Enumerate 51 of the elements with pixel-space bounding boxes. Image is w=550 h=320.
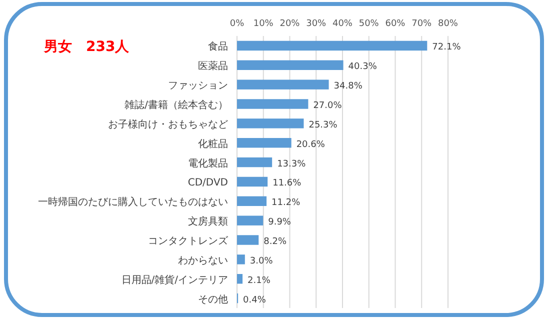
data-label: 11.6% bbox=[272, 178, 302, 189]
bar bbox=[237, 254, 245, 264]
data-label: 25.3% bbox=[308, 120, 338, 130]
bar bbox=[237, 216, 264, 226]
x-tick-label: 80% bbox=[438, 19, 458, 29]
x-tick-label: 60% bbox=[385, 19, 406, 29]
y-tick-label: わからない bbox=[178, 255, 228, 266]
y-tick-label: コンタクトレンズ bbox=[148, 235, 229, 247]
data-label: 40.3% bbox=[348, 62, 378, 72]
y-tick-label: 医薬品 bbox=[198, 60, 228, 72]
bar bbox=[237, 235, 259, 245]
data-label: 8.2% bbox=[264, 237, 287, 247]
bar bbox=[237, 60, 344, 70]
x-tick-label: 10% bbox=[253, 19, 274, 29]
data-label: 2.1% bbox=[248, 276, 271, 286]
y-tick-label: 化粧品 bbox=[198, 138, 228, 150]
bar bbox=[237, 274, 243, 284]
y-tick-label: ファッション bbox=[168, 80, 228, 92]
x-tick-label: 50% bbox=[358, 19, 380, 29]
y-tick-label: 雑誌/書籍（絵本含む） bbox=[124, 99, 228, 111]
data-label: 34.8% bbox=[334, 82, 363, 92]
data-label: 11.2% bbox=[272, 198, 301, 208]
data-label: 72.1% bbox=[432, 42, 462, 53]
y-tick-label: 一時帰国のたびに購入していたものはない bbox=[38, 196, 228, 208]
x-tick-label: 0% bbox=[230, 19, 245, 29]
data-label: 9.9% bbox=[268, 218, 292, 228]
bar bbox=[237, 99, 308, 109]
bar bbox=[237, 196, 267, 206]
data-label: 20.6% bbox=[296, 140, 326, 150]
bar bbox=[237, 80, 329, 90]
bar bbox=[237, 118, 304, 128]
bar bbox=[237, 176, 268, 187]
bar bbox=[237, 40, 428, 51]
x-tick-label: 40% bbox=[332, 19, 353, 29]
y-tick-label: 食品 bbox=[208, 40, 228, 53]
x-tick-label: 70% bbox=[412, 19, 432, 29]
y-tick-label: 電化製品 bbox=[188, 157, 228, 170]
bar bbox=[237, 157, 272, 168]
data-label: 13.3% bbox=[277, 159, 306, 170]
y-tick-label: お子様向け・おもちゃなど bbox=[108, 118, 228, 130]
y-tick-label: その他 bbox=[198, 293, 228, 306]
data-label: 27.0% bbox=[313, 101, 342, 111]
x-tick-label: 30% bbox=[306, 19, 327, 29]
bar bbox=[237, 138, 292, 148]
y-tick-label: CD/DVD bbox=[188, 178, 228, 189]
y-tick-label: 文房具類 bbox=[188, 216, 228, 228]
data-label: 0.4% bbox=[243, 295, 266, 306]
y-tick-label: 日用品/雑貨/インテリア bbox=[121, 274, 228, 286]
x-tick-label: 20% bbox=[280, 19, 300, 29]
text: 男女 233人 bbox=[43, 39, 130, 55]
data-label: 3.0% bbox=[250, 256, 274, 266]
